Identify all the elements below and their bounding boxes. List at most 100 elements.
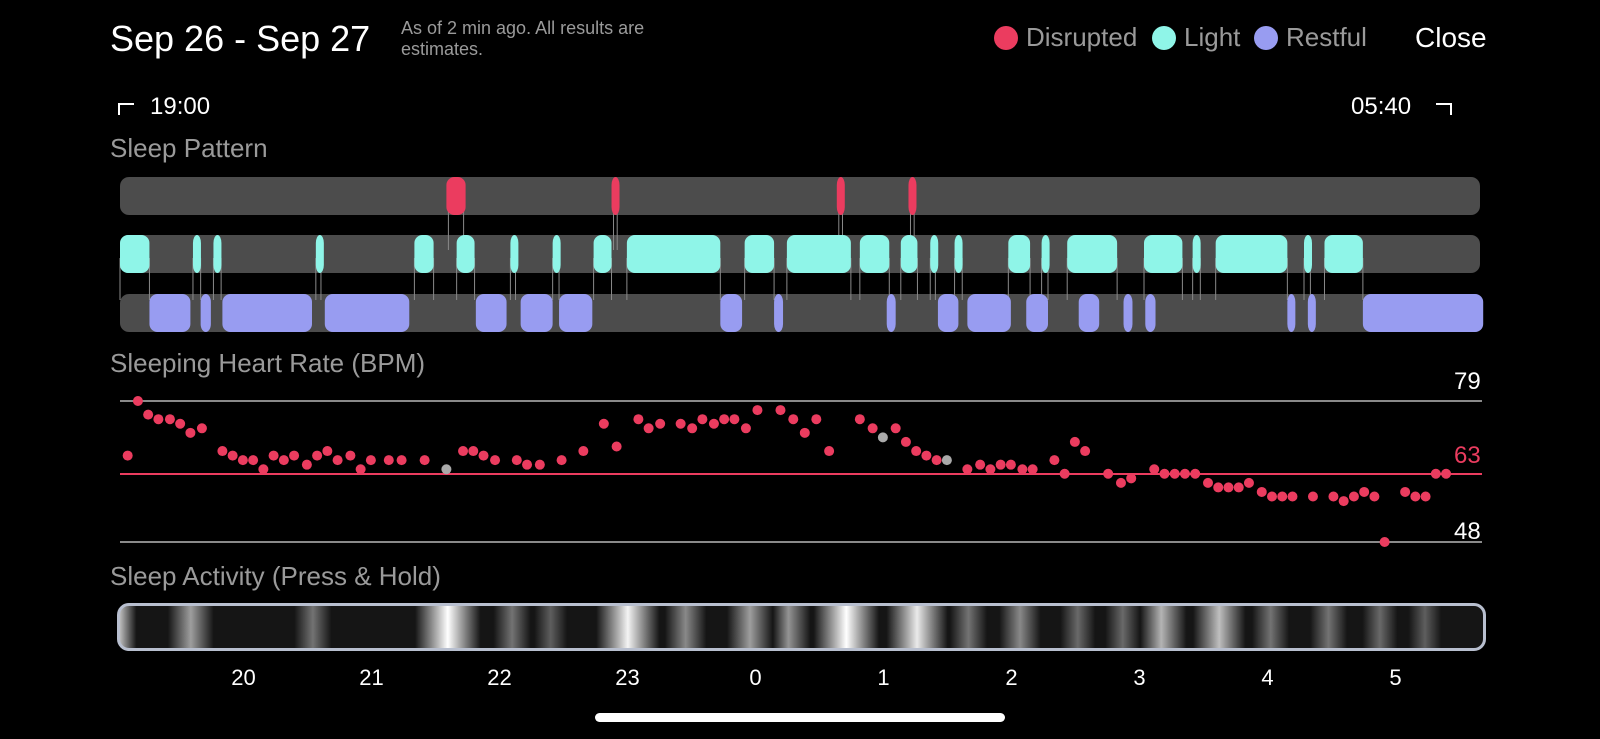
heart-rate-point (788, 414, 799, 425)
light-segment (1304, 235, 1312, 273)
heart-rate-point (824, 446, 835, 457)
heart-rate-point (556, 455, 567, 466)
heart-rate-point (289, 450, 300, 461)
legend-light-label: Light (1184, 22, 1241, 52)
light-segment (954, 235, 963, 273)
legend-restful-label: Restful (1286, 22, 1367, 52)
heart-rate-point (1277, 491, 1288, 502)
light-segment (744, 235, 775, 273)
heart-rate-point (941, 455, 952, 466)
heart-rate-chart[interactable] (0, 380, 1600, 560)
heart-rate-point (441, 464, 452, 475)
heart-rate-point (752, 405, 763, 416)
heart-rate-point (1420, 491, 1431, 502)
light-segment (1192, 235, 1201, 273)
heart-rate-point (877, 432, 888, 443)
light-segment (1041, 235, 1050, 273)
heart-rate-point (468, 446, 479, 457)
restful-segment (937, 294, 959, 332)
heart-rate-point (1243, 477, 1254, 488)
light-segment (1144, 235, 1183, 273)
heart-rate-point (383, 455, 394, 466)
heart-rate-point (164, 414, 175, 425)
heart-rate-point (1169, 468, 1180, 479)
heart-rate-point (132, 396, 143, 406)
heart-rate-point (867, 423, 878, 434)
heart-rate-point (1069, 436, 1080, 447)
heart-rate-point (675, 418, 686, 429)
restful-segment (774, 294, 784, 332)
min-line (120, 541, 1482, 543)
light-segment (930, 235, 939, 273)
heart-rate-point (1307, 491, 1318, 502)
heart-rate-point (1400, 486, 1411, 497)
restful-segment (1307, 294, 1316, 332)
heart-rate-point (775, 405, 786, 416)
time-tick-label: 22 (487, 665, 512, 690)
heart-rate-heading: Sleeping Heart Rate (BPM) (110, 348, 426, 378)
heart-rate-point (578, 446, 589, 457)
heart-rate-point (1017, 464, 1028, 475)
end-bracket-icon (1436, 103, 1452, 115)
max-line (120, 400, 1482, 402)
heart-rate-point (1359, 486, 1370, 497)
light-segment (1324, 235, 1363, 273)
restful-segment (1078, 294, 1100, 332)
restful-segment (324, 294, 410, 332)
restful-segment (200, 294, 211, 332)
restful-segment (475, 294, 507, 332)
heart-rate-point (1410, 491, 1421, 502)
time-tick-label: 23 (615, 665, 640, 690)
heart-rate-point (1027, 464, 1038, 475)
home-indicator[interactable] (595, 713, 1005, 722)
heart-rate-point (1267, 491, 1277, 502)
heart-rate-point (511, 455, 522, 466)
time-tick-label: 0 (749, 665, 762, 690)
end-time: 05:40 (1351, 93, 1412, 120)
heart-rate-point (799, 427, 810, 438)
restful-segment (520, 294, 553, 332)
light-segment (1067, 235, 1118, 273)
close-button[interactable]: Close (1415, 22, 1487, 53)
disrupted-segment (908, 177, 917, 215)
heart-rate-point (419, 455, 430, 466)
heart-rate-point (708, 418, 719, 429)
estimate-note: As of 2 min ago. All results are estimat… (401, 18, 645, 59)
heart-rate-point (1159, 468, 1170, 479)
time-tick-label: 4 (1261, 665, 1274, 690)
heart-rate-point (1005, 459, 1016, 470)
heart-rate-point (365, 455, 376, 466)
heart-rate-point (1126, 473, 1137, 484)
heart-rate-point (1149, 464, 1160, 475)
max-bpm-label: 79 (1454, 368, 1481, 395)
restful-segment (886, 294, 896, 332)
heart-rate-point (975, 459, 986, 470)
heart-rate-point (522, 459, 533, 470)
restful-segment (222, 294, 312, 332)
heart-rate-point (1348, 491, 1359, 502)
time-tick-label: 2 (1005, 665, 1018, 690)
heart-rate-point (1223, 482, 1234, 493)
time-tick-label: 20 (231, 665, 256, 690)
heart-rate-point (322, 446, 333, 457)
time-tick-label: 3 (1133, 665, 1146, 690)
heart-rate-point (995, 459, 1006, 470)
heart-rate-point (534, 459, 545, 470)
min-bpm-label: 48 (1454, 518, 1481, 545)
sleep-activity-bar[interactable] (117, 603, 1486, 651)
light-segment (414, 235, 434, 273)
light-segment (192, 235, 201, 273)
heart-rate-point (345, 450, 356, 461)
heart-rate-point (985, 464, 996, 475)
heart-rate-point (478, 450, 489, 461)
heart-rate-point (921, 450, 932, 461)
heart-rate-point (1203, 477, 1213, 488)
heart-rate-point (890, 423, 901, 434)
heart-rate-point (1256, 486, 1267, 497)
heart-rate-point (312, 450, 323, 461)
light-segment (315, 235, 324, 273)
sleep-pattern-chart[interactable] (0, 0, 1600, 340)
time-tick-label: 5 (1389, 665, 1402, 690)
disrupted-track (120, 177, 1480, 215)
heart-rate-point (697, 414, 708, 425)
